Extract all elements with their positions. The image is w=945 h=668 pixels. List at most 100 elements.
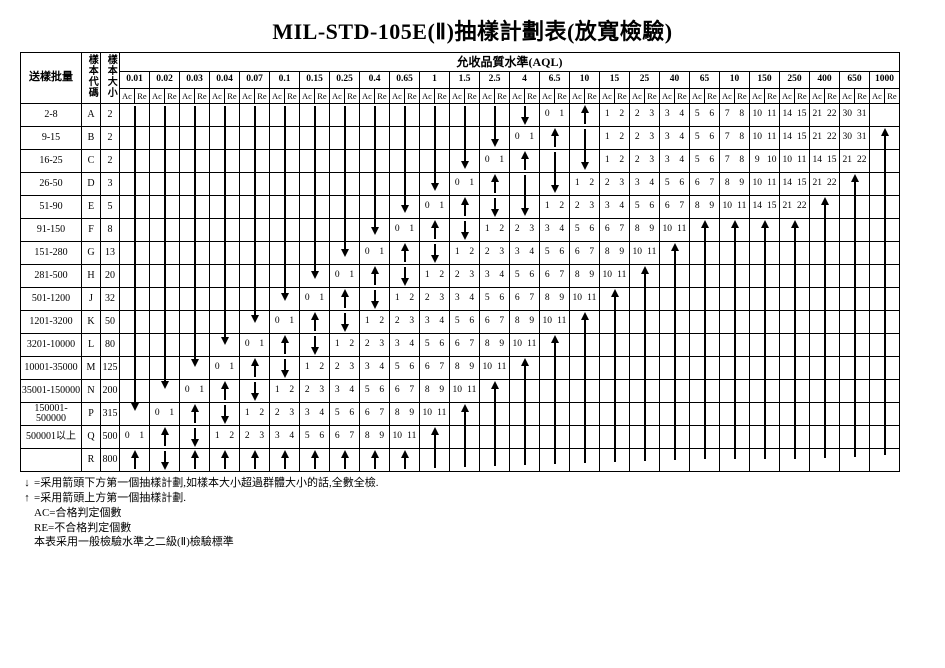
plan-cell — [390, 242, 420, 265]
aql-level: 25 — [630, 72, 660, 89]
arrow-up-icon — [279, 450, 291, 470]
arrow-up-icon — [579, 105, 591, 125]
plan-cell: 910 — [750, 150, 780, 173]
plan-cell — [270, 449, 300, 472]
plan-cell — [690, 334, 720, 357]
sample-code: M — [82, 357, 101, 380]
plan-cell — [330, 288, 360, 311]
lot-size: 35001-150000 — [21, 380, 82, 403]
plan-cell: 89 — [540, 288, 570, 311]
plan-cell — [690, 311, 720, 334]
plan-cell — [660, 380, 690, 403]
plan-cell — [600, 357, 630, 380]
aql-level: 6.5 — [540, 72, 570, 89]
plan-cell: 56 — [570, 219, 600, 242]
plan-cell: 12 — [330, 334, 360, 357]
plan-cell — [630, 334, 660, 357]
plan-cell: 89 — [420, 380, 450, 403]
plan-cell — [240, 173, 270, 196]
plan-cell — [210, 449, 240, 472]
plan-cell — [600, 311, 630, 334]
plan-cell — [210, 104, 240, 127]
plan-cell — [150, 242, 180, 265]
plan-cell — [300, 104, 330, 127]
plan-cell: 01 — [540, 104, 570, 127]
sample-code: J — [82, 288, 101, 311]
col-size: 樣本大小 — [101, 53, 120, 104]
plan-cell: 89 — [480, 334, 510, 357]
plan-cell — [420, 449, 450, 472]
plan-cell: 23 — [300, 380, 330, 403]
plan-cell — [870, 104, 900, 127]
arrow-down-icon — [399, 266, 411, 286]
arrow-up-icon — [369, 450, 381, 470]
arrow-up-icon — [459, 197, 471, 217]
plan-cell — [780, 449, 810, 472]
plan-cell: 34 — [660, 127, 690, 150]
plan-cell — [300, 127, 330, 150]
plan-cell: 01 — [180, 380, 210, 403]
plan-cell — [690, 242, 720, 265]
plan-cell: 1011 — [660, 219, 690, 242]
plan-cell: 23 — [630, 127, 660, 150]
arrow-up-icon — [249, 450, 261, 470]
plan-cell — [870, 357, 900, 380]
sample-size: 80 — [101, 334, 120, 357]
plan-cell — [450, 127, 480, 150]
plan-cell — [510, 449, 540, 472]
plan-cell — [810, 426, 840, 449]
plan-cell — [690, 403, 720, 426]
lot-size: 51-90 — [21, 196, 82, 219]
plan-cell — [870, 334, 900, 357]
plan-cell — [330, 150, 360, 173]
plan-cell: 2122 — [840, 150, 870, 173]
plan-cell: 23 — [450, 265, 480, 288]
plan-cell — [120, 104, 150, 127]
plan-cell — [720, 219, 750, 242]
arrow-up-icon — [399, 450, 411, 470]
plan-cell — [180, 150, 210, 173]
plan-cell — [750, 449, 780, 472]
plan-cell — [870, 127, 900, 150]
aql-level: 0.15 — [300, 72, 330, 89]
plan-cell — [150, 173, 180, 196]
plan-cell — [510, 196, 540, 219]
plan-cell: 01 — [270, 311, 300, 334]
arrow-up-icon — [129, 450, 141, 470]
plan-cell — [780, 265, 810, 288]
lot-size: 10001-35000 — [21, 357, 82, 380]
plan-cell: 12 — [210, 426, 240, 449]
plan-cell — [750, 265, 780, 288]
plan-cell — [390, 265, 420, 288]
sample-code: K — [82, 311, 101, 334]
plan-cell — [450, 449, 480, 472]
plan-cell — [720, 288, 750, 311]
plan-cell — [840, 265, 870, 288]
sample-code: P — [82, 403, 101, 426]
aql-level: 0.02 — [150, 72, 180, 89]
col-code: 樣本代碼 — [82, 53, 101, 104]
plan-cell — [840, 288, 870, 311]
plan-cell — [630, 426, 660, 449]
plan-cell — [420, 127, 450, 150]
plan-cell — [240, 104, 270, 127]
plan-cell: 2122 — [810, 127, 840, 150]
plan-cell — [180, 311, 210, 334]
note-line: RE=不合格判定個數 — [20, 521, 925, 536]
plan-cell — [870, 219, 900, 242]
plan-cell — [120, 173, 150, 196]
lot-size: 26-50 — [21, 173, 82, 196]
plan-cell — [780, 403, 810, 426]
plan-cell — [150, 127, 180, 150]
plan-cell — [420, 150, 450, 173]
plan-cell — [210, 242, 240, 265]
plan-cell — [420, 173, 450, 196]
sample-size: 3 — [101, 173, 120, 196]
plan-cell — [420, 242, 450, 265]
note-text: =采用箭頭下方第一個抽樣計劃,如樣本大小超過群體大小的話,全數全檢. — [34, 477, 378, 489]
plan-cell: 89 — [690, 196, 720, 219]
lot-size: 91-150 — [21, 219, 82, 242]
plan-cell — [810, 334, 840, 357]
plan-cell — [120, 334, 150, 357]
plan-cell — [810, 242, 840, 265]
